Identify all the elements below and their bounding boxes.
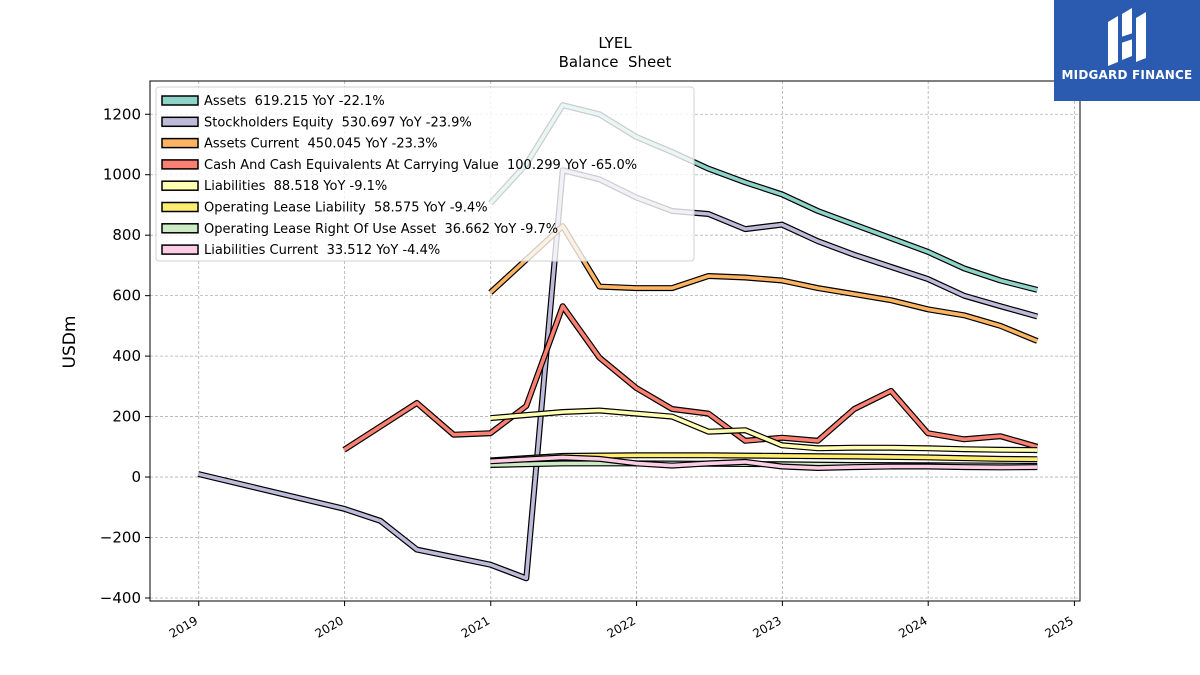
x-tick-label: 2021 (459, 613, 492, 640)
brand-logo: MIDGARD FINANCE (1054, 0, 1200, 101)
y-axis-ticks: −400 −200 0 200 400 600 800 1000 1200 (100, 105, 150, 607)
y-tick-label: −200 (100, 529, 141, 547)
plot-frame (149, 80, 1081, 602)
series-line (490, 408, 1038, 452)
legend-swatch (161, 223, 199, 234)
midgard-finance-logo-icon (1108, 8, 1146, 66)
x-tick-label: 2023 (750, 613, 783, 640)
legend-item: Assets 619.215 YoY -22.1% (161, 94, 385, 109)
series-line (343, 304, 1038, 452)
series-cash-and-cash-equivalents-at-carrying-value (342, 303, 1039, 453)
chart-subtitle: Balance Sheet (559, 53, 672, 71)
legend-label: Stockholders Equity 530.697 YoY -23.9% (204, 115, 472, 130)
series-liabilities-current (490, 454, 1038, 471)
legend-item: Liabilities 88.518 YoY -9.1% (161, 179, 387, 194)
x-tick-label: 2019 (167, 613, 200, 640)
brand-name: MIDGARD FINANCE (1061, 68, 1193, 82)
x-tick-label: 2022 (605, 613, 638, 640)
chart-title: LYEL (598, 34, 632, 52)
legend-label: Operating Lease Right Of Use Asset 36.66… (204, 222, 558, 237)
y-tick-label: 600 (112, 287, 141, 305)
legend-label: Liabilities 88.518 YoY -9.1% (204, 179, 387, 194)
x-tick-label: 2024 (896, 613, 929, 640)
legend-item: Operating Lease Liability 58.575 YoY -9.… (161, 201, 488, 216)
legend-swatch (161, 95, 199, 106)
x-tick-label: 2025 (1042, 613, 1075, 640)
legend-label: Operating Lease Liability 58.575 YoY -9.… (204, 201, 488, 216)
legend-swatch (161, 201, 199, 213)
legend-swatch (161, 137, 199, 149)
x-tick-label: 2020 (313, 613, 346, 640)
legend: Assets 619.215 YoY -22.1% Stockholders Eq… (155, 86, 695, 262)
legend-label: Liabilities Current 33.512 YoY -4.4% (204, 243, 440, 258)
legend-label: Assets Current 450.045 YoY -23.3% (204, 137, 438, 152)
legend-swatch (161, 116, 199, 128)
y-tick-label: 1000 (103, 166, 141, 184)
series-line (490, 455, 1038, 470)
legend-swatch (161, 244, 199, 255)
y-tick-label: 400 (112, 347, 141, 365)
legend-item: Liabilities Current 33.512 YoY -4.4% (161, 243, 440, 258)
legend-item: Operating Lease Right Of Use Asset 36.66… (161, 222, 558, 237)
legend-box (155, 86, 695, 262)
legend-item: Cash And Cash Equivalents At Carrying Va… (161, 158, 637, 173)
y-tick-label: 0 (131, 468, 141, 486)
legend-swatch (161, 180, 199, 191)
legend-label: Cash And Cash Equivalents At Carrying Va… (204, 158, 637, 173)
y-axis-label: USDm (60, 316, 80, 369)
legend-label: Assets 619.215 YoY -22.1% (204, 94, 385, 109)
series-assets-current (488, 223, 1039, 344)
legend-swatch (161, 159, 199, 170)
legend-item: Assets Current 450.045 YoY -23.3% (161, 137, 438, 152)
y-tick-label: −400 (100, 589, 141, 607)
y-tick-label: 1200 (103, 105, 141, 123)
x-axis-ticks: 2019 2020 2021 2022 2023 2024 2025 (167, 601, 1076, 641)
legend-item: Stockholders Equity 530.697 YoY -23.9% (161, 115, 472, 130)
series-line (489, 224, 1038, 343)
series-liabilities (490, 407, 1038, 454)
y-tick-label: 200 (112, 408, 141, 426)
y-tick-label: 800 (112, 226, 141, 244)
